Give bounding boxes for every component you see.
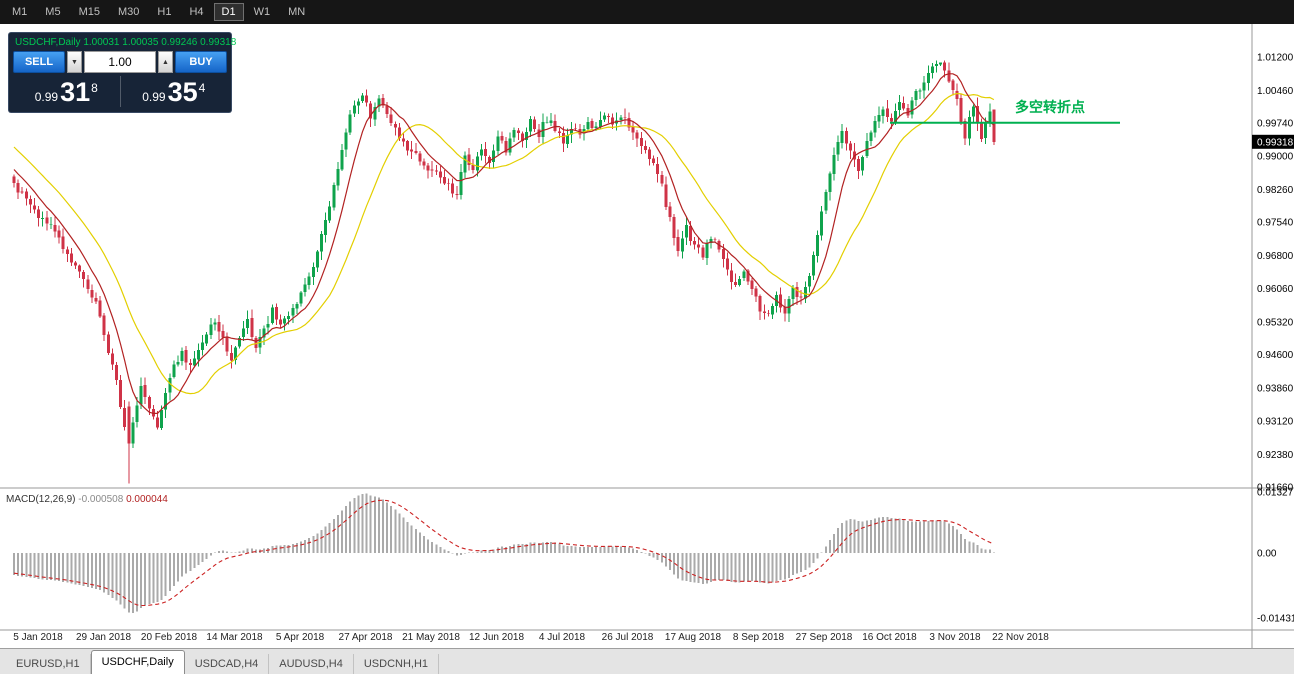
current-price-text: 0.99318 [1257,137,1294,148]
volume-increase-button[interactable]: ▲ [158,51,173,73]
timeframe-button-M1[interactable]: M1 [12,6,28,18]
triangle-down-icon: ▼ [71,58,78,66]
volume-decrease-button[interactable]: ▼ [67,51,82,73]
timeframe-button-MN[interactable]: MN [288,6,306,18]
timeframe-toolbar: M1 M5 M15 M30 H1 H4 D1 W1 MN [0,0,1294,24]
date-axis-label: 21 May 2018 [402,632,460,643]
bid-price-pip: 8 [91,81,98,95]
timeframe-button-W1[interactable]: W1 [253,6,271,18]
timeframe-button-H4[interactable]: H4 [189,6,204,18]
chart-tab-AUDUSD-H4[interactable]: AUDUSD,H4 [269,654,354,674]
trade-controls-row: SELL ▼ 1.00 ▲ BUY [13,51,227,73]
macd-axis-label: 0.01327 [1257,488,1294,499]
current-price-box [1252,134,1294,149]
price-axis-label: 0.96800 [1257,251,1294,262]
date-axis-label: 20 Feb 2018 [141,632,198,643]
ma-red-line [13,73,995,414]
date-axis-label: 26 Jul 2018 [602,632,654,643]
date-axis-label: 12 Jun 2018 [469,632,524,643]
macd-histogram [13,493,995,613]
one-click-trading-panel: USDCHF,Daily 1.00031 1.00035 0.99246 0.9… [8,32,237,113]
price-axis-label: 0.97540 [1257,218,1294,229]
timeframe-button-H1[interactable]: H1 [157,6,172,18]
chart-tab-EURUSD-H1[interactable]: EURUSD,H1 [6,654,91,674]
price-axis-label: 1.00460 [1257,86,1294,97]
bid-price-prefix: 0.99 [34,90,59,104]
bullish-candle-bodies [41,62,992,444]
price-axis-label: 0.93860 [1257,383,1294,394]
date-axis-label: 5 Apr 2018 [276,632,325,643]
date-axis-label: 17 Aug 2018 [665,632,722,643]
date-axis-label: 27 Apr 2018 [339,632,393,643]
triangle-up-icon: ▲ [162,58,169,66]
bid-ask-display: 0.99 31 8 0.99 35 4 [13,76,227,107]
sell-button[interactable]: SELL [13,51,65,73]
symbol-quote-line: USDCHF,Daily 1.00031 1.00035 0.99246 0.9… [15,37,237,48]
price-axis-label: 0.98260 [1257,185,1294,196]
annotation-text[interactable]: 多空转折点 [1015,99,1085,115]
chart-tab-USDCNH-H1[interactable]: USDCNH,H1 [354,654,440,674]
chart-tab-USDCHF-Daily[interactable]: USDCHF,Daily [90,650,185,674]
ask-price-display: 0.99 35 4 [121,76,228,107]
bid-price-main: 31 [60,77,91,107]
date-axis-label: 27 Sep 2018 [796,632,853,643]
ask-price-prefix: 0.99 [142,90,166,104]
timeframe-button-D1[interactable]: D1 [213,3,244,21]
volume-input[interactable]: 1.00 [84,51,156,73]
ask-price-pip: 4 [198,81,206,95]
price-axis-label: 0.94600 [1257,350,1294,361]
date-axis-label: 5 Jan 2018 [13,632,63,643]
chart-canvas[interactable]: 1.01200 1.00460 0.99740 0.99000 0.98260 0.975… [0,24,1294,648]
chart-tab-bar: EURUSD,H1 USDCHF,Daily USDCAD,H4 AUDUSD,H4 U… [0,648,1294,674]
buy-button[interactable]: BUY [175,51,227,73]
date-axis-label: 4 Jul 2018 [539,632,586,643]
date-axis-label: 16 Oct 2018 [862,632,917,643]
macd-indicator-label: MACD(12,26,9) -0.000508 0.000044 [6,494,168,505]
ma-yellow-line [13,92,995,395]
date-axis-label: 8 Sep 2018 [733,632,785,643]
timeframe-button-M15[interactable]: M15 [78,6,100,18]
date-axis-label: 3 Nov 2018 [929,632,981,643]
price-axis-label: 0.91660 [1257,483,1294,494]
macd-signal-line [13,499,995,607]
price-axis-label: 0.92380 [1257,450,1294,461]
timeframe-button-M30[interactable]: M30 [117,6,140,18]
price-axis-label: 0.99000 [1257,152,1294,163]
chart-window: 1.01200 1.00460 0.99740 0.99000 0.98260 0.975… [0,24,1294,648]
date-axis-label: 29 Jan 2018 [76,632,131,643]
timeframe-button-M5[interactable]: M5 [45,6,61,18]
price-axis-label: 0.93120 [1257,417,1294,428]
date-axis-label: 14 Mar 2018 [206,632,263,643]
macd-axis-label: 0.00 [1257,549,1277,560]
price-axis-label: 0.96060 [1257,284,1294,295]
macd-axis-label: -0.01431 [1257,614,1294,625]
chart-tab-USDCAD-H4[interactable]: USDCAD,H4 [185,654,270,674]
bid-price-display: 0.99 31 8 [13,76,121,107]
price-axis-label: 0.95320 [1257,318,1294,329]
price-axis-label: 0.99740 [1257,118,1294,129]
ask-price-main: 35 [167,77,198,107]
date-axis-label: 22 Nov 2018 [992,632,1049,643]
price-axis-label: 1.01200 [1257,53,1294,64]
